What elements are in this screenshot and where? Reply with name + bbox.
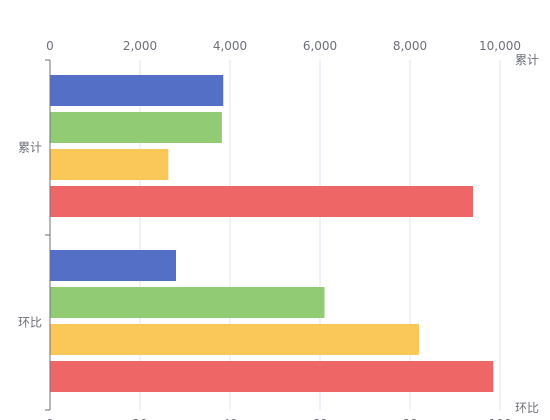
bottom-axis-tick-label: 40 — [222, 417, 237, 420]
y-category-label: 环比 — [18, 316, 42, 330]
bottom-axis-tick-label: 80 — [402, 417, 417, 420]
bar-mom-series-1 — [50, 250, 176, 281]
bottom-axis-tick-label: 100 — [489, 417, 512, 420]
bar-mom-series-3 — [50, 324, 419, 355]
bar-mom-series-4 — [50, 361, 494, 392]
bar-cumulative-series-2 — [50, 112, 222, 143]
axes: 累计环比02,0004,0006,0008,00010,000累计0204060… — [18, 39, 539, 420]
bottom-axis-tick-label: 0 — [46, 417, 54, 420]
top-axis-tick-label: 0 — [46, 39, 54, 53]
top-axis-tick-label: 2,000 — [123, 39, 157, 53]
bottom-axis-name: 环比 — [515, 401, 539, 415]
top-axis-tick-label: 4,000 — [213, 39, 247, 53]
bar-cumulative-series-1 — [50, 75, 224, 106]
bottom-axis-tick-label: 20 — [132, 417, 147, 420]
top-axis-tick-label: 8,000 — [393, 39, 427, 53]
bar-cumulative-series-3 — [50, 149, 169, 180]
top-axis-tick-label: 6,000 — [303, 39, 337, 53]
bars — [50, 75, 494, 392]
bar-cumulative-series-4 — [50, 186, 473, 217]
top-axis-tick-label: 10,000 — [479, 39, 521, 53]
bar-mom-series-2 — [50, 287, 325, 318]
top-axis-name: 累计 — [515, 53, 539, 67]
y-category-label: 累计 — [18, 141, 42, 155]
bottom-axis-tick-label: 60 — [312, 417, 327, 420]
